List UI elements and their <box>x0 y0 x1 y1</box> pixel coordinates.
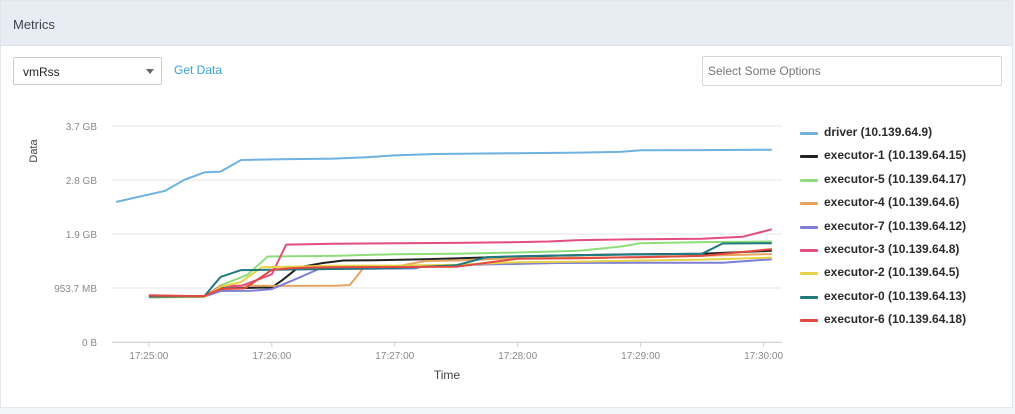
series-line-executor-7 <box>148 258 772 299</box>
x-tick-label: 17:28:00 <box>498 351 537 362</box>
options-multiselect[interactable] <box>702 56 1002 86</box>
legend-label: executor-1 (10.139.64.15) <box>824 148 967 163</box>
y-axis-label: Data <box>28 139 40 163</box>
x-tick-label: 17:30:00 <box>744 351 783 362</box>
legend-label: executor-7 (10.139.64.12) <box>824 218 967 233</box>
series-line-executor-6 <box>148 248 772 298</box>
x-axis: 17:25:00 17:26:00 17:27:00 17:28:00 17:29:00… <box>112 342 783 362</box>
series-line-driver <box>115 148 772 203</box>
grid-lines <box>112 125 782 343</box>
legend-swatch <box>800 225 818 229</box>
y-tick-label: 2.8 GB <box>66 176 97 187</box>
y-axis: 0 B 953.7 MB 1.9 GB 2.8 GB 3.7 GB <box>54 122 97 349</box>
y-tick-label: 1.9 GB <box>66 230 97 241</box>
x-tick-label: 17:26:00 <box>252 351 291 362</box>
legend-swatch <box>800 178 818 182</box>
x-tick-label: 17:25:00 <box>129 351 168 362</box>
series-line-executor-3 <box>148 228 773 298</box>
get-data-link[interactable]: Get Data <box>174 63 223 77</box>
panel-title: Metrics <box>13 17 55 32</box>
legend-item[interactable]: executor-6 (10.139.64.18) <box>800 312 1010 329</box>
chart-legend: driver (10.139.64.9) executor-1 (10.139.6… <box>800 125 1010 336</box>
legend-swatch <box>800 202 818 206</box>
series-lines <box>115 148 773 299</box>
x-tick-label: 17:29:00 <box>621 351 660 362</box>
legend-label: executor-2 (10.139.64.5) <box>824 265 960 280</box>
legend-swatch <box>800 319 818 323</box>
y-tick-label: 953.7 MB <box>54 284 97 295</box>
legend-label: executor-0 (10.139.64.13) <box>824 288 967 303</box>
legend-label: driver (10.139.64.9) <box>824 125 933 139</box>
legend-swatch <box>800 248 818 252</box>
series-line-executor-5 <box>148 240 772 299</box>
legend-item[interactable]: executor-7 (10.139.64.12) <box>800 219 1010 236</box>
options-input[interactable] <box>708 63 988 79</box>
metric-select-value: vmRss <box>23 65 60 79</box>
legend-item[interactable]: executor-5 (10.139.64.17) <box>800 172 1010 189</box>
legend-swatch <box>800 132 818 135</box>
legend-item[interactable]: executor-2 (10.139.64.5) <box>800 265 1010 282</box>
legend-item[interactable]: executor-0 (10.139.64.13) <box>800 289 1010 306</box>
y-tick-label: 3.7 GB <box>66 122 97 133</box>
series-line-executor-0 <box>148 242 772 298</box>
legend-item[interactable]: executor-3 (10.139.64.8) <box>800 242 1010 259</box>
legend-label: executor-5 (10.139.64.17) <box>824 171 967 186</box>
series-line-executor-2 <box>148 256 772 299</box>
chevron-down-icon <box>146 69 154 74</box>
legend-item[interactable]: executor-1 (10.139.64.15) <box>800 148 1010 165</box>
metric-select[interactable]: vmRss <box>13 57 162 85</box>
legend-item[interactable]: driver (10.139.64.9) <box>800 125 1010 142</box>
legend-item[interactable]: executor-4 (10.139.64.6) <box>800 195 1010 212</box>
legend-label: executor-3 (10.139.64.8) <box>824 241 960 256</box>
x-tick-label: 17:27:00 <box>375 351 414 362</box>
legend-label: executor-4 (10.139.64.6) <box>824 195 960 210</box>
legend-swatch <box>800 272 818 276</box>
y-tick-label: 0 B <box>82 338 97 349</box>
legend-label: executor-6 (10.139.64.18) <box>824 312 967 327</box>
legend-swatch <box>800 295 818 299</box>
legend-swatch <box>800 155 818 159</box>
x-axis-label: Time <box>434 368 461 382</box>
panel-header: Metrics <box>1 1 1012 46</box>
